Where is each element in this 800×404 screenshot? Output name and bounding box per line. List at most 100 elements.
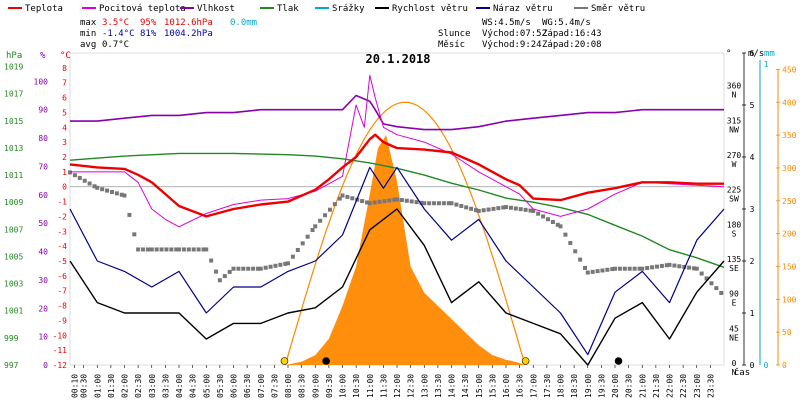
temperature-tick: -6 xyxy=(57,272,67,281)
wind-direction-point xyxy=(123,194,127,198)
x-tick-label: 05:00 xyxy=(202,374,211,398)
wind-direction-point xyxy=(491,207,495,211)
wind-direction-point xyxy=(236,267,240,271)
temperature-tick: -10 xyxy=(53,331,68,340)
humidity-tick: 80 xyxy=(38,134,48,143)
wind-direction-point xyxy=(68,170,72,174)
humidity-axis-label: % xyxy=(40,51,46,61)
wind-direction-point xyxy=(291,255,295,259)
wind-direction-point xyxy=(496,206,500,210)
wind-direction-point xyxy=(477,209,481,213)
wind-direction-point xyxy=(514,206,518,210)
wind-direction-point xyxy=(296,248,300,252)
temperature-tick: 2 xyxy=(62,153,67,162)
humidity-tick: 30 xyxy=(38,276,48,285)
stats-min-press: 1004.2hPa xyxy=(164,29,213,39)
wind-direction-point xyxy=(524,208,528,212)
wind-direction-point xyxy=(719,291,723,295)
wind-direction-point xyxy=(259,267,263,271)
wind-direction-point xyxy=(333,202,337,206)
temperature-tick: -5 xyxy=(57,257,67,266)
temperature-tick: -7 xyxy=(57,287,67,296)
temperature-tick: 4 xyxy=(62,123,67,132)
x-tick-label: 07:30 xyxy=(270,374,279,398)
x-tick-label: 19:00 xyxy=(584,374,593,398)
humidity-tick: 0 xyxy=(43,361,48,370)
weather-chart: Teplota Pocitová teplota Vlhkost Tlak Sr… xyxy=(0,0,800,400)
direction-tick-degrees: 90 xyxy=(729,290,739,299)
wind-speed-info: WS:4.5m/s xyxy=(482,18,531,28)
wind-direction-point xyxy=(83,179,87,183)
humidity-tick: 70 xyxy=(38,162,48,171)
wind-direction-point xyxy=(613,267,617,271)
sunset-marker xyxy=(522,358,529,365)
pressure-axis-label: hPa xyxy=(6,51,22,61)
x-tick-label: 10:30 xyxy=(352,374,361,398)
wind-tick: 0 xyxy=(750,361,755,370)
pressure-tick: 999 xyxy=(4,334,19,343)
wind-direction-point xyxy=(382,199,386,203)
x-tick-label: 03:30 xyxy=(161,374,170,398)
x-tick-label: 08:00 xyxy=(284,374,293,398)
wind-direction-point xyxy=(150,247,154,251)
wind-direction-point xyxy=(563,233,567,237)
x-tick-label: 18:30 xyxy=(570,374,579,398)
wind-direction-point xyxy=(328,208,332,212)
wind-direction-point xyxy=(482,208,486,212)
direction-axis-label: ° xyxy=(726,49,731,59)
legend-label-3: Tlak xyxy=(277,4,299,14)
wind-direction-point xyxy=(228,270,232,274)
wind-direction-point xyxy=(88,182,92,186)
direction-tick-degrees: 180 xyxy=(727,220,742,229)
wind-direction-point xyxy=(600,268,604,272)
wind-tick: 5 xyxy=(750,101,755,110)
wind-direction-point xyxy=(700,272,704,276)
temperature-tick: 0 xyxy=(62,183,67,192)
legend-label-4: Srážky xyxy=(332,4,365,14)
wind-direction-point xyxy=(350,196,354,200)
solar-tick: 50 xyxy=(782,328,792,337)
pressure-tick: 1011 xyxy=(4,171,23,180)
stats-avg-label: avg xyxy=(80,40,96,50)
wind-direction-point xyxy=(422,201,426,205)
wind-direction-point xyxy=(459,204,463,208)
wind-direction-point xyxy=(596,269,600,273)
x-tick-label: 00:10 xyxy=(71,374,80,398)
direction-tick-compass: W xyxy=(732,160,737,169)
wind-direction-point xyxy=(318,219,322,223)
solar-tick: 250 xyxy=(782,197,797,206)
wind-direction-point xyxy=(95,186,99,190)
humidity-tick: 40 xyxy=(38,248,48,257)
wind-direction-point xyxy=(100,187,104,191)
pressure-tick: 1015 xyxy=(4,117,23,126)
wind-direction-point xyxy=(633,267,637,271)
wind-direction-point xyxy=(586,271,590,275)
x-tick-label: 14:30 xyxy=(461,374,470,398)
wind-direction-point xyxy=(687,266,691,270)
x-tick-label: 00:30 xyxy=(80,374,89,398)
x-tick-label: 14:00 xyxy=(448,374,457,398)
pressure-tick: 1019 xyxy=(4,63,23,72)
x-tick-label: 17:00 xyxy=(529,374,538,398)
temperature-tick: -3 xyxy=(57,227,67,236)
pressure-tick: 1005 xyxy=(4,252,23,261)
wind-direction-point xyxy=(605,268,609,272)
wind-direction-point xyxy=(454,203,458,207)
wind-direction-point xyxy=(136,247,140,251)
pressure-tick: 1009 xyxy=(4,198,23,207)
x-tick-label: 01:00 xyxy=(93,374,102,398)
x-tick-label: 04:30 xyxy=(189,374,198,398)
rain-tick: 0 xyxy=(764,361,769,370)
wind-direction-point xyxy=(115,191,119,195)
legend-label-5: Rychlost větru xyxy=(392,4,468,14)
x-tick-label: 05:30 xyxy=(216,374,225,398)
stats-min-label: min xyxy=(80,29,96,39)
wind-direction-point xyxy=(427,201,431,205)
wind-direction-point xyxy=(405,199,409,203)
stats-max-hum: 95% xyxy=(140,18,157,28)
wind-direction-point xyxy=(437,201,441,205)
direction-tick-compass: SW xyxy=(729,195,739,204)
wind-direction-point xyxy=(160,247,164,251)
sun-label: Slunce xyxy=(438,29,471,39)
solar-tick: 200 xyxy=(782,230,797,239)
